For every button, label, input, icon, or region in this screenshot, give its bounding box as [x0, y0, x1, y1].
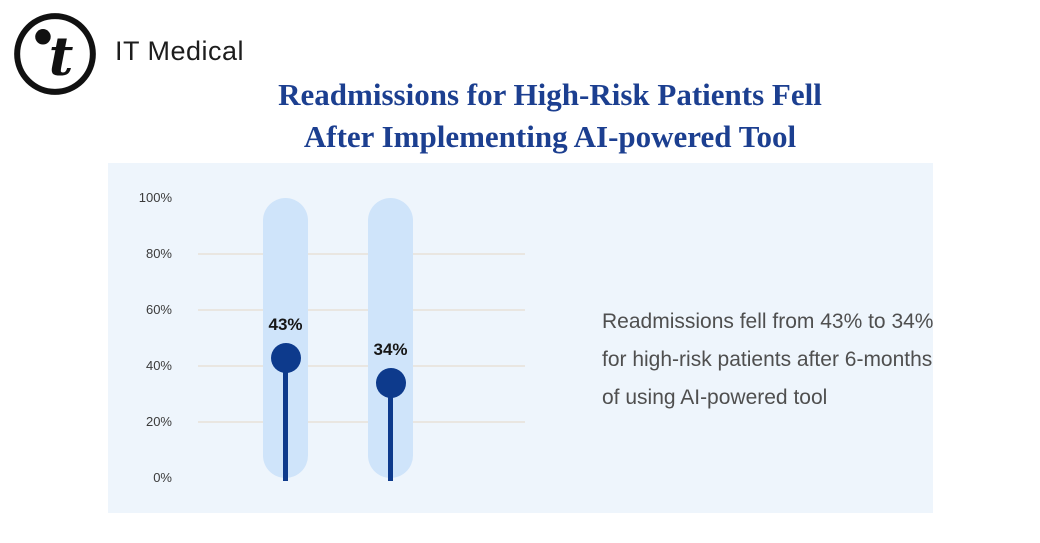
- chart-annotation: Readmissions fell from 43% to 34% for hi…: [602, 303, 947, 417]
- annotation-line3: of using AI-powered tool: [602, 386, 828, 409]
- annotation-line1: Readmissions fell from 43% to 34%: [602, 310, 934, 333]
- page-title-line2: After Implementing AI-powered Tool: [303, 119, 797, 154]
- page-title-line1: Readmissions for High-Risk Patients Fell: [278, 77, 822, 112]
- it-medical-logo-icon: t: [14, 13, 96, 95]
- y-tick-40: 40%: [145, 358, 172, 373]
- page-title: Readmissions for High-Risk Patients Fell…: [130, 74, 970, 158]
- gridline-60: [198, 309, 525, 311]
- slider-stem-1: [283, 357, 288, 481]
- gridline-40: [198, 365, 525, 367]
- brand-name: IT Medical: [115, 36, 245, 66]
- slider-value-label-1: 43%: [268, 314, 303, 334]
- svg-text:t: t: [49, 25, 74, 88]
- slider-knob-2: [375, 367, 406, 398]
- y-tick-100: 100%: [138, 190, 172, 205]
- y-tick-60: 60%: [145, 302, 172, 317]
- annotation-line2: for high-risk patients after 6-months: [602, 348, 933, 371]
- y-tick-0: 0%: [153, 470, 172, 485]
- slider-stem-2: [388, 382, 393, 481]
- y-tick-80: 80%: [145, 246, 172, 261]
- slider-value-label-2: 34%: [373, 339, 408, 359]
- gridline-80: [198, 253, 525, 255]
- slider-knob-1: [270, 342, 301, 373]
- slider-chart: 100% 80% 60% 40% 20% 0% 43% 34%: [108, 163, 933, 513]
- y-tick-20: 20%: [145, 414, 172, 429]
- chart-panel: 100% 80% 60% 40% 20% 0% 43% 34% Readmissions fe…: [108, 163, 933, 513]
- gridline-20: [198, 421, 525, 423]
